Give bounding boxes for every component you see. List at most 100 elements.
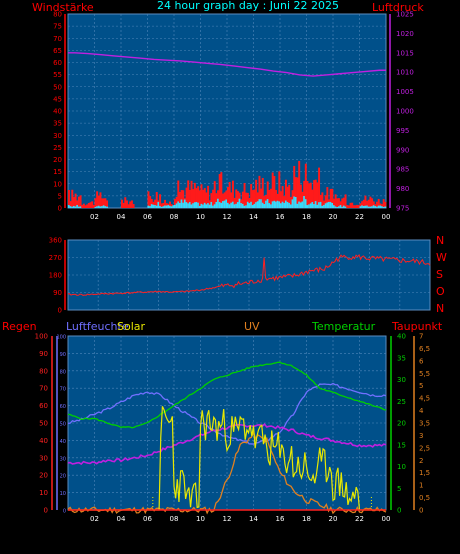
wind-bar — [150, 198, 153, 208]
pressure-tick-label: 1025 — [396, 11, 414, 19]
wind-bar — [195, 188, 198, 208]
wind-tick-label: 15 — [53, 168, 62, 176]
wind-bar — [185, 187, 188, 208]
solar-label: Solar — [117, 320, 146, 333]
wind-bar — [220, 172, 223, 208]
gust-bar — [280, 203, 282, 208]
wind-bar — [245, 192, 248, 208]
gust-bar — [286, 201, 289, 208]
wind-tick-label: 50 — [53, 83, 62, 91]
gust-bar — [188, 202, 191, 208]
gust-bar — [291, 199, 294, 208]
gust-bar — [193, 202, 196, 208]
pressure-tick-label: 980 — [396, 185, 409, 193]
humidity-line — [67, 382, 387, 445]
wind-bar — [198, 190, 201, 208]
gust-bar — [165, 205, 168, 208]
wind-bar — [227, 186, 229, 208]
humidity-tick-label: 10 — [60, 491, 66, 497]
wind-bar — [278, 171, 281, 208]
gust-bar — [74, 206, 77, 208]
gust-bar — [215, 201, 218, 208]
x-tick-label: 10 — [196, 515, 205, 523]
gust-bar — [263, 204, 266, 208]
regen-label: Regen — [2, 320, 37, 333]
compass-label: N — [436, 302, 444, 315]
gust-bar — [371, 206, 374, 208]
wind-bar — [147, 191, 150, 208]
pressure-tick-label: 1005 — [396, 88, 414, 96]
gust-bar — [382, 206, 385, 208]
gust-bar — [321, 205, 324, 208]
humidity-tick-label: 100 — [56, 335, 66, 341]
wind-bar — [228, 182, 231, 208]
pressure-tick-label: 975 — [396, 205, 409, 213]
wind-bar — [364, 195, 367, 208]
temp-tick-label: 0 — [397, 507, 401, 515]
rain-tick-label: 40 — [39, 437, 48, 445]
direction-tick-label: 270 — [49, 254, 62, 262]
gust-bar — [243, 205, 246, 208]
gust-bar — [71, 206, 74, 208]
wind-speed-axis: 0 5 10 15 20 25 30 35 40 45 50 55 60 65 70 75 80 — [53, 11, 66, 213]
wind-bar — [382, 199, 385, 208]
gust-bar — [265, 200, 268, 208]
x-tick-label: 22 — [355, 515, 364, 523]
x-tick-label: 14 — [249, 515, 258, 523]
x-tick-label: 06 — [143, 213, 152, 221]
dew-tick-label: 6,5 — [419, 345, 430, 353]
wind-bar — [178, 191, 181, 208]
gust-bar — [253, 203, 256, 208]
wind-bar — [351, 202, 354, 208]
wind-bar — [333, 198, 335, 208]
wind-bar — [354, 205, 357, 208]
gust-bar — [218, 202, 221, 208]
wind-bar — [160, 203, 163, 208]
gust-bar — [288, 202, 291, 208]
wind-bar — [324, 195, 327, 208]
wind-bar — [361, 201, 364, 208]
pressure-line — [68, 52, 386, 77]
gust-bar — [236, 202, 239, 208]
temp-tick-label: 30 — [397, 376, 406, 384]
gust-bar — [202, 204, 205, 208]
wind-bar — [362, 199, 365, 208]
x-tick-label: 16 — [276, 515, 285, 523]
wind-bar — [235, 189, 238, 208]
wind-bar — [222, 193, 224, 208]
humidity-tick-label: 60 — [60, 404, 66, 410]
gust-bar — [313, 204, 316, 208]
uv-label: UV — [244, 320, 260, 333]
wind-bar — [349, 202, 352, 208]
wind-bar — [308, 183, 311, 208]
rain-tick-label: 20 — [39, 472, 48, 480]
wind-bar — [334, 194, 337, 208]
dew-tick-label: 3,5 — [419, 420, 430, 428]
x-tick-label: 10 — [196, 213, 205, 221]
gust-bar — [195, 201, 198, 208]
wind-bar — [319, 194, 322, 208]
gust-bar — [169, 205, 171, 208]
rain-tick-label: 0 — [44, 507, 48, 515]
wind-tick-label: 60 — [53, 59, 62, 67]
gust-bar — [301, 201, 304, 208]
wind-bar — [329, 188, 332, 208]
x-tick-label: 16 — [276, 213, 285, 221]
wind-bar — [187, 180, 190, 208]
wind-bar — [223, 192, 226, 208]
wind-bar — [371, 198, 374, 208]
gust-bar — [101, 206, 104, 208]
windstaerke-label: Windstärke — [32, 1, 94, 14]
wind-tick-label: 70 — [53, 35, 62, 43]
gust-bar — [273, 200, 276, 208]
taupunkt-label: Taupunkt — [391, 320, 443, 333]
wind-pressure-x-axis: 02 04 06 08 10 12 14 16 18 20 22 00 — [90, 213, 390, 221]
gust-bar — [339, 205, 342, 208]
wind-bar — [352, 205, 355, 208]
gust-bar — [260, 199, 263, 208]
gust-bar — [275, 201, 277, 208]
dew-tick-label: 4 — [419, 407, 424, 415]
dew-tick-label: 5,5 — [419, 370, 430, 378]
direction-marks — [67, 254, 431, 296]
wind-bar — [86, 204, 89, 208]
